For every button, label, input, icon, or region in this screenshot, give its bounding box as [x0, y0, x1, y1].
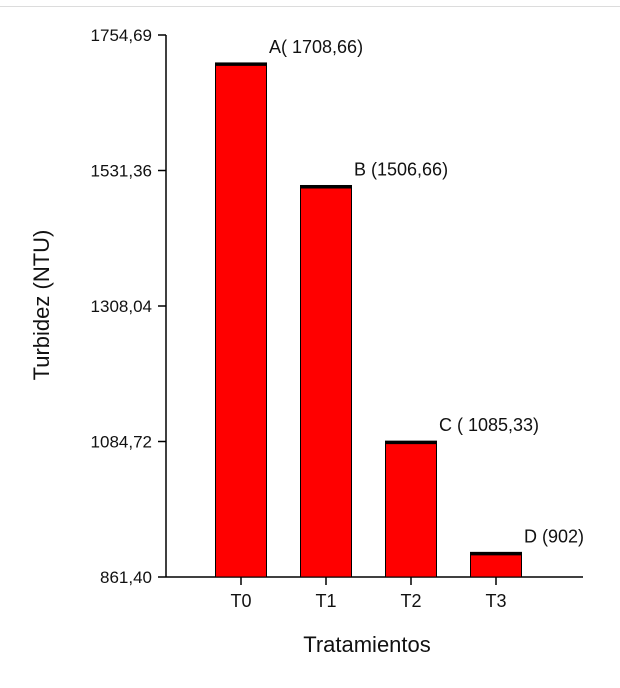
y-tick-label: 1084,72	[91, 433, 152, 452]
x-tick-label: T0	[230, 591, 251, 611]
x-tick-label: T3	[485, 591, 506, 611]
top-divider	[0, 6, 620, 7]
y-tick-label: 1308,04	[91, 297, 152, 316]
x-ticks: T0 T1 T2 T3	[230, 577, 507, 611]
bar-value-label: B (1506,66)	[354, 159, 448, 179]
bar-value-label: C ( 1085,33)	[439, 415, 539, 435]
x-tick-label: T2	[400, 591, 421, 611]
x-axis-label: Tratamientos	[303, 632, 431, 657]
bar-labels: A( 1708,66) B (1506,66) C ( 1085,33) D (902…	[269, 37, 584, 546]
y-axis-label: Turbidez (NTU)	[29, 230, 54, 381]
bar-value-label: D (902)	[524, 526, 584, 546]
bar-t1	[300, 184, 352, 578]
bar-t0	[215, 62, 267, 578]
y-ticks: 1754,69 1531,36 1308,04 1084,72 861,40	[91, 26, 166, 587]
x-tick-label: T1	[315, 591, 336, 611]
y-tick-label: 1531,36	[91, 162, 152, 181]
bar-t2	[385, 440, 437, 578]
bar-value-label: A( 1708,66)	[269, 37, 363, 57]
y-tick-label: 861,40	[100, 568, 152, 587]
bar-t3	[470, 551, 522, 578]
bars	[215, 62, 522, 578]
y-tick-label: 1754,69	[91, 26, 152, 45]
